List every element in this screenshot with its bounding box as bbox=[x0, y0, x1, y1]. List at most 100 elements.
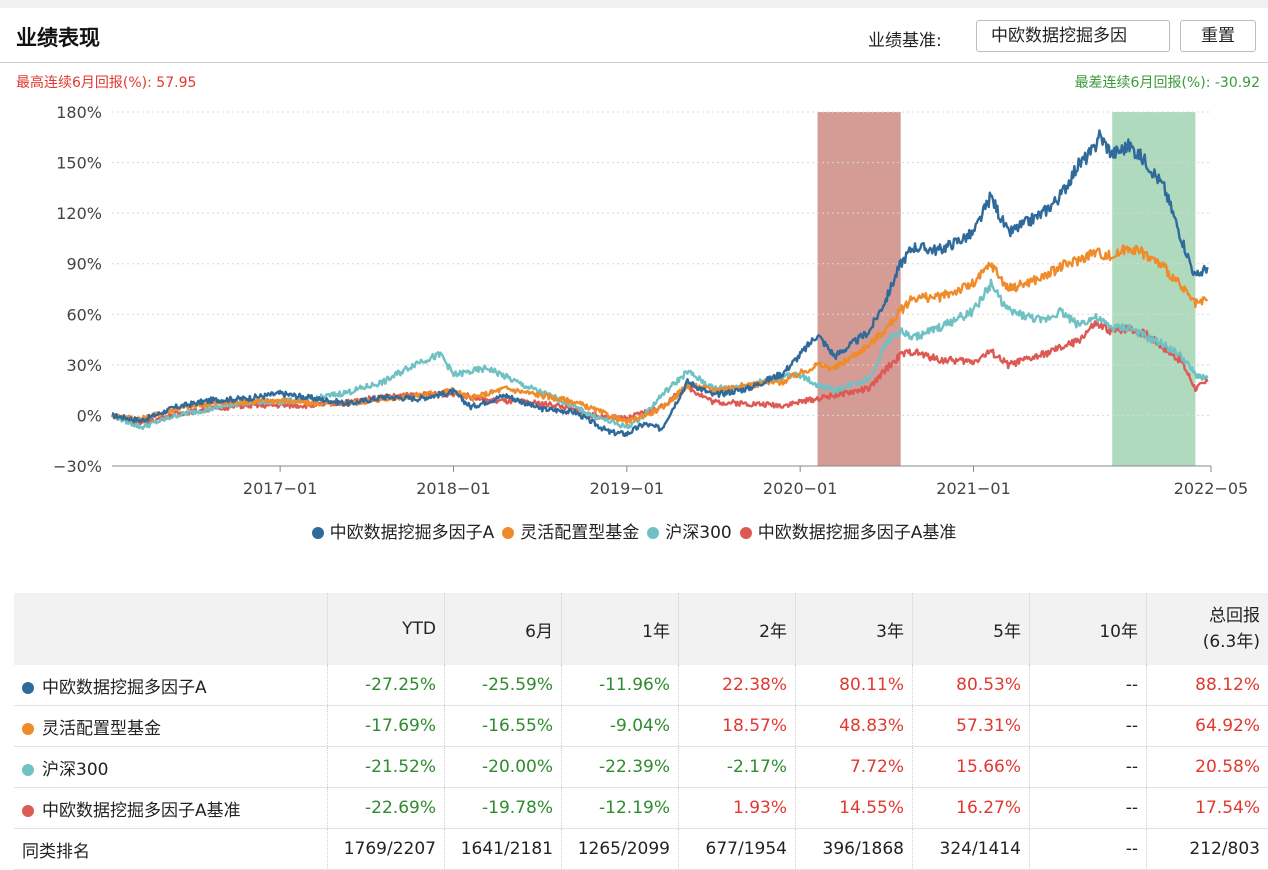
series-line-0 bbox=[112, 131, 1208, 436]
y-tick-label: 120% bbox=[56, 204, 102, 223]
return-cell: 48.83% bbox=[796, 706, 913, 747]
return-cell: -19.78% bbox=[445, 788, 562, 829]
legend-label: 中欧数据挖掘多因子A基准 bbox=[758, 523, 957, 543]
rank-row-label: 同类排名 bbox=[14, 829, 328, 870]
return-cell: 20.58% bbox=[1147, 747, 1268, 788]
rank-cell: 212/803 bbox=[1147, 829, 1268, 870]
y-tick-label: 0% bbox=[77, 406, 102, 425]
return-cell: -9.04% bbox=[562, 706, 679, 747]
return-cell: -22.39% bbox=[562, 747, 679, 788]
legend-item[interactable]: 沪深300 bbox=[647, 518, 731, 543]
return-cell: 15.66% bbox=[913, 747, 1030, 788]
row-dot-icon bbox=[22, 723, 34, 735]
header-3y: 3年 bbox=[796, 593, 913, 665]
legend-dot-icon bbox=[647, 527, 659, 539]
x-tick-label: 2022−05 bbox=[1174, 479, 1248, 498]
table-row: 中欧数据挖掘多因子A基准 -22.69%-19.78%-12.19%1.93%14… bbox=[14, 788, 1268, 829]
row-dot-icon bbox=[22, 805, 34, 817]
return-cell: -11.96% bbox=[562, 665, 679, 706]
y-tick-label: 150% bbox=[56, 154, 102, 173]
row-name: 中欧数据挖掘多因子A基准 bbox=[14, 788, 328, 829]
legend-dot-icon bbox=[312, 527, 324, 539]
legend-item[interactable]: 中欧数据挖掘多因子A基准 bbox=[740, 518, 957, 543]
rank-cell: 324/1414 bbox=[913, 829, 1030, 870]
return-cell: -16.55% bbox=[445, 706, 562, 747]
x-tick-label: 2020−01 bbox=[763, 479, 837, 498]
legend-dot-icon bbox=[740, 527, 752, 539]
header-total-label: 总回报 bbox=[1155, 603, 1260, 629]
header-10y: 10年 bbox=[1030, 593, 1147, 665]
x-tick-label: 2019−01 bbox=[590, 479, 664, 498]
x-tick-label: 2017−01 bbox=[243, 479, 317, 498]
rank-cell: 1769/2207 bbox=[328, 829, 445, 870]
rank-cell: -- bbox=[1030, 829, 1147, 870]
return-cell: -20.00% bbox=[445, 747, 562, 788]
return-cell: -21.52% bbox=[328, 747, 445, 788]
panel-header: 业绩表现 业绩基准: 中欧数据挖掘多因 重置 bbox=[0, 8, 1268, 63]
row-name: 沪深300 bbox=[14, 747, 328, 788]
legend-label: 中欧数据挖掘多因子A bbox=[330, 523, 495, 543]
rank-cell: 396/1868 bbox=[796, 829, 913, 870]
rank-cell: 677/1954 bbox=[679, 829, 796, 870]
legend-item[interactable]: 中欧数据挖掘多因子A bbox=[312, 518, 495, 543]
return-cell: 16.27% bbox=[913, 788, 1030, 829]
return-cell: 7.72% bbox=[796, 747, 913, 788]
row-dot-icon bbox=[22, 682, 34, 694]
row-name-label: 沪深300 bbox=[42, 760, 108, 780]
return-cell: 64.92% bbox=[1147, 706, 1268, 747]
rank-cell: 1265/2099 bbox=[562, 829, 679, 870]
return-cell: -17.69% bbox=[328, 706, 445, 747]
row-dot-icon bbox=[22, 764, 34, 776]
return-cell: -- bbox=[1030, 665, 1147, 706]
y-tick-label: −30% bbox=[53, 457, 102, 476]
row-name-label: 灵活配置型基金 bbox=[42, 719, 161, 739]
header-2y: 2年 bbox=[679, 593, 796, 665]
series-line-3 bbox=[112, 321, 1208, 425]
y-tick-label: 30% bbox=[66, 356, 102, 375]
header-6m: 6月 bbox=[445, 593, 562, 665]
y-tick-label: 180% bbox=[56, 103, 102, 122]
return-cell: 1.93% bbox=[679, 788, 796, 829]
legend-label: 沪深300 bbox=[665, 523, 731, 543]
return-cell: -12.19% bbox=[562, 788, 679, 829]
return-cell: 88.12% bbox=[1147, 665, 1268, 706]
benchmark-select[interactable]: 中欧数据挖掘多因 bbox=[976, 20, 1170, 52]
return-cell: -- bbox=[1030, 788, 1147, 829]
return-cell: 57.31% bbox=[913, 706, 1030, 747]
legend-label: 灵活配置型基金 bbox=[520, 523, 639, 543]
return-cell: -- bbox=[1030, 706, 1147, 747]
return-cell: -22.69% bbox=[328, 788, 445, 829]
return-cell: 14.55% bbox=[796, 788, 913, 829]
x-tick-label: 2018−01 bbox=[416, 479, 490, 498]
table-row: 沪深300-21.52%-20.00%-22.39%-2.17%7.72%15.… bbox=[14, 747, 1268, 788]
best-6m-return: 最高连续6月回报(%): 57.95 bbox=[16, 72, 196, 92]
return-cell: -25.59% bbox=[445, 665, 562, 706]
return-cell: 22.38% bbox=[679, 665, 796, 706]
highlight-band-best_6m bbox=[818, 112, 901, 466]
row-name-label: 中欧数据挖掘多因子A基准 bbox=[42, 801, 241, 821]
header-5y: 5年 bbox=[913, 593, 1030, 665]
return-cell: 17.54% bbox=[1147, 788, 1268, 829]
row-name: 中欧数据挖掘多因子A bbox=[14, 665, 328, 706]
header-ytd: YTD bbox=[328, 593, 445, 665]
row-name: 灵活配置型基金 bbox=[14, 706, 328, 747]
performance-table: YTD 6月 1年 2年 3年 5年 10年 总回报 (6.3年) 中欧数据挖掘… bbox=[14, 593, 1268, 870]
row-name-label: 中欧数据挖掘多因子A bbox=[42, 678, 207, 698]
table-header-blank bbox=[14, 593, 328, 665]
table-row: 中欧数据挖掘多因子A-27.25%-25.59%-11.96%22.38%80.… bbox=[14, 665, 1268, 706]
header-total: 总回报 (6.3年) bbox=[1147, 593, 1268, 665]
reset-button[interactable]: 重置 bbox=[1180, 20, 1256, 52]
top-strip bbox=[0, 0, 1268, 8]
return-cell: -27.25% bbox=[328, 665, 445, 706]
y-tick-label: 90% bbox=[66, 255, 102, 274]
rank-cell: 1641/2181 bbox=[445, 829, 562, 870]
legend-item[interactable]: 灵活配置型基金 bbox=[502, 518, 639, 543]
return-cell: 18.57% bbox=[679, 706, 796, 747]
table-header-row: YTD 6月 1年 2年 3年 5年 10年 总回报 (6.3年) bbox=[14, 593, 1268, 665]
legend-dot-icon bbox=[502, 527, 514, 539]
worst-6m-return: 最差连续6月回报(%): -30.92 bbox=[1075, 72, 1260, 92]
return-cell: -- bbox=[1030, 747, 1147, 788]
table-row: 灵活配置型基金 -17.69%-16.55%-9.04%18.57%48.83%5… bbox=[14, 706, 1268, 747]
